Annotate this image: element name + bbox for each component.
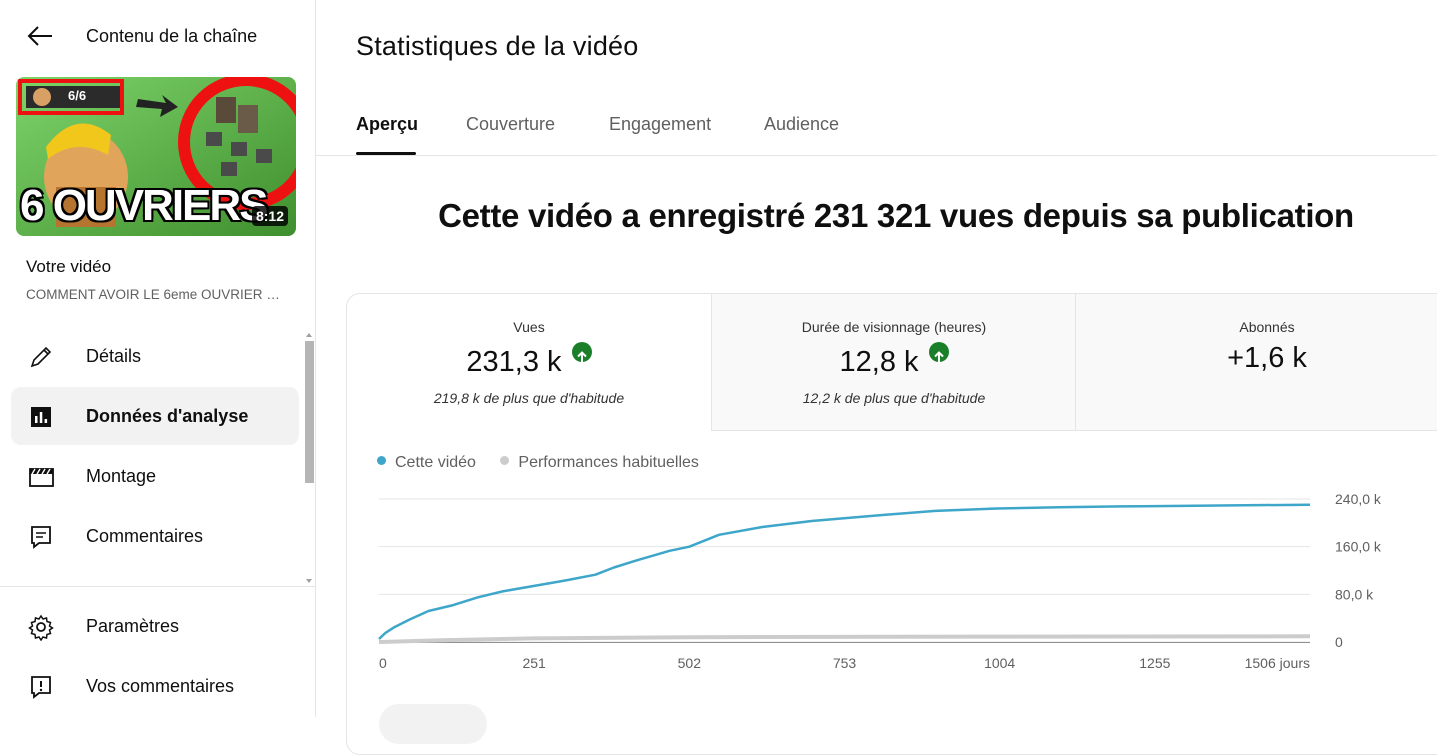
views-line-chart[interactable]: 0 80,0 k 160,0 k 240,0 k 0 251 502 753 1004 1255 1… [347,474,1437,674]
y-tick-label: 160,0 k [1335,539,1382,555]
back-arrow-icon[interactable] [26,24,54,48]
gear-icon [27,613,55,642]
sidebar-divider [0,586,315,587]
x-tick-label: 1506 jours [1245,655,1310,671]
y-tick-label: 80,0 k [1335,586,1374,602]
page-title: Statistiques de la vidéo [356,31,639,61]
sidebar-item-label: Commentaires [86,526,204,546]
pencil-icon [27,343,55,371]
thumbnail-overlay-text: 6 OUVRIERS [20,181,269,230]
tab-reach[interactable]: Couverture [466,114,556,134]
trend-up-icon [571,342,592,362]
series-line-typical [378,634,1311,644]
sidebar-item-comments[interactable]: Commentaires [11,507,299,565]
sidebar-item-details[interactable]: Détails [11,327,299,385]
video-thumbnail[interactable]: 6/6 6 OUVRIERS 8:12 [16,77,296,236]
legend-dot-icon [377,456,386,465]
sidebar: Contenu de la chaîne [0,0,316,717]
tab-overview[interactable]: Aperçu [356,114,419,134]
chart-legend: Cette vidéo Performances habituelles [377,454,719,472]
sidebar-item-feedback[interactable]: Vos commentaires [11,657,299,715]
main-content: Statistiques de la vidéo Aperçu Couvertu… [316,0,1437,755]
sidebar-item-analytics[interactable]: Données d'analyse [11,387,299,445]
metric-comparison: 219,8 k de plus que d'habitude [433,390,625,406]
y-tick-label: 240,0 k [1335,491,1382,507]
sidebar-item-label: Montage [86,466,157,486]
sidebar-item-label: Paramètres [86,616,180,636]
metric-value: 12,8 k [712,342,1076,379]
x-tick-label: 1004 [984,655,1015,671]
sidebar-item-label: Vos commentaires [86,676,235,696]
sidebar-item-label: Données d'analyse [86,406,249,426]
trend-up-icon [928,342,949,362]
metric-label: Durée de visionnage (heures) [801,319,987,335]
sidebar-item-label: Détails [86,346,142,366]
scrollbar-thumb[interactable] [305,341,314,483]
views-headline: Cette vidéo a enregistré 231 321 vues de… [438,197,1354,234]
legend-item-typical: Performances habituelles [500,454,699,472]
legend-dot-icon [500,456,510,465]
sidebar-item-settings[interactable]: Paramètres [11,597,299,655]
metric-views[interactable]: Vues 231,3 k 219,8 k de plus que d'habit… [347,294,711,430]
tab-audience[interactable]: Audience [764,114,840,134]
metric-watch-time[interactable]: Durée de visionnage (heures) 12,8 k 12,2… [711,294,1076,431]
active-tab-indicator [356,152,416,155]
tabs-divider [316,155,1437,156]
x-tick-label: 251 [522,655,546,671]
tab-engagement[interactable]: Engagement [609,114,712,134]
metric-comparison: 12,2 k de plus que d'habitude [802,390,986,406]
scroll-up-arrow-icon[interactable] [306,333,312,337]
sidebar-scrollbar[interactable] [303,333,314,583]
feedback-icon [27,673,55,701]
legend-item-this-video: Cette vidéo [377,454,476,472]
scroll-down-arrow-icon[interactable] [306,579,312,583]
y-tick-label: 0 [1335,634,1343,650]
see-more-button[interactable] [379,704,487,744]
analytics-icon [27,403,55,431]
metric-label: Abonnés [1239,319,1295,335]
x-tick-label: 1255 [1139,655,1170,671]
metric-value: 231,3 k [347,342,711,379]
video-duration-badge: 8:12 [251,206,288,226]
x-tick-label: 0 [379,655,387,671]
video-title: COMMENT AVOIR LE 6eme OUVRIER SUR CLASH … [26,287,286,302]
channel-content-title[interactable]: Contenu de la chaîne [86,26,258,46]
metric-value: +1,6 k [1227,342,1307,374]
comment-icon [27,523,55,551]
series-line-this-video [378,503,1311,640]
sidebar-item-editor[interactable]: Montage [11,447,299,505]
x-tick-label: 753 [833,655,857,671]
channel-content-header: Contenu de la chaîne [0,16,315,56]
builder-count-badge: 6/6 [68,88,87,103]
metrics-card: Vues 231,3 k 219,8 k de plus que d'habit… [346,293,1437,755]
clapperboard-icon [27,463,55,491]
metric-label: Vues [513,319,545,335]
x-tick-label: 502 [678,655,702,671]
your-video-label: Votre vidéo [26,257,112,276]
metric-subscribers[interactable]: Abonnés +1,6 k [1075,294,1437,431]
